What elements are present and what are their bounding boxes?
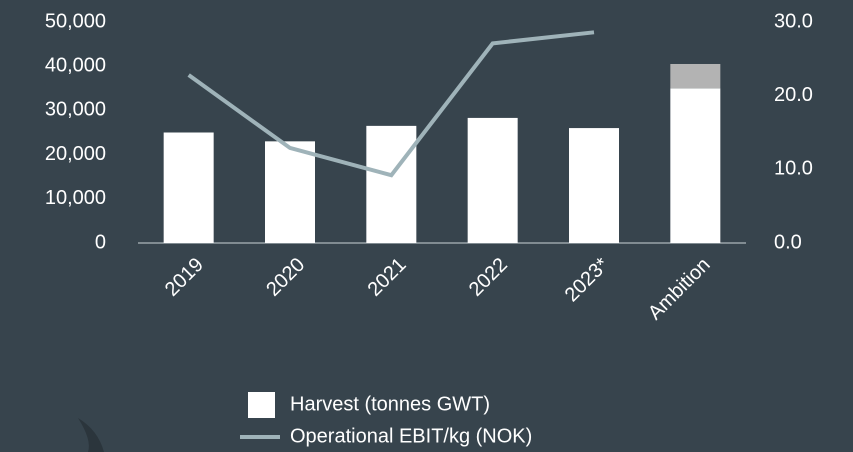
decoration <box>78 418 104 452</box>
y2-tick-label: 20.0 <box>774 84 813 106</box>
bar <box>569 128 619 243</box>
bar <box>163 132 214 243</box>
y-tick-label: 20,000 <box>45 143 106 165</box>
y-tick-label: 0 <box>95 231 106 253</box>
bar <box>670 88 721 243</box>
bar <box>265 141 315 243</box>
y2-tick-label: 30.0 <box>774 10 813 32</box>
legend-swatch <box>248 392 275 418</box>
y-tick-label: 30,000 <box>45 99 106 121</box>
bar <box>467 117 518 243</box>
bar <box>366 125 417 243</box>
legend-label: Operational EBIT/kg (NOK) <box>290 425 532 447</box>
y2-tick-label: 0.0 <box>774 231 802 253</box>
y-tick-label: 40,000 <box>45 54 106 76</box>
y2-tick-label: 10.0 <box>774 158 813 180</box>
y-tick-label: 50,000 <box>45 10 106 32</box>
y-tick-label: 10,000 <box>45 187 106 209</box>
bar <box>670 63 721 89</box>
line <box>187 30 595 178</box>
legend-label: Harvest (tonnes GWT) <box>290 393 490 415</box>
